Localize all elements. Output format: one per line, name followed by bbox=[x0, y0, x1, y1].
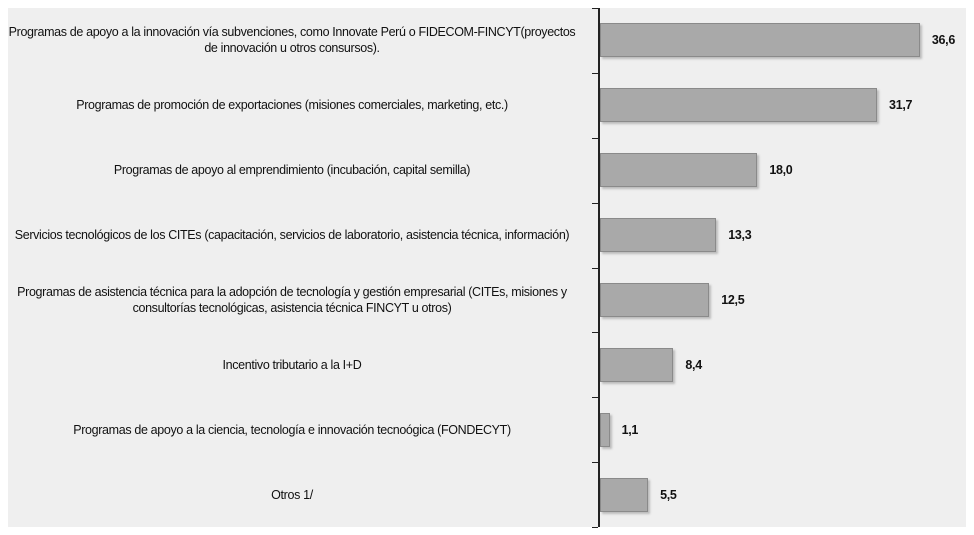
bar bbox=[600, 88, 878, 123]
bar bbox=[600, 23, 920, 58]
axis-tick bbox=[592, 202, 598, 204]
category-label: Servicios tecnológicos de los CITEs (cap… bbox=[14, 228, 570, 243]
axis-tick bbox=[592, 332, 598, 334]
category-label: Programas de promoción de exportaciones … bbox=[76, 98, 508, 113]
axis-tick bbox=[592, 397, 598, 399]
category-label: Programas de apoyo a la innovación vía s… bbox=[8, 25, 576, 56]
category-label: Programas de apoyo a la ciencia, tecnolo… bbox=[73, 422, 511, 437]
axis-tick bbox=[592, 8, 598, 9]
axis-tick bbox=[592, 72, 598, 74]
axis-tick bbox=[592, 462, 598, 464]
value-label: 31,7 bbox=[889, 98, 913, 113]
category-label: Programas de apoyo al emprendimiento (in… bbox=[113, 163, 471, 178]
value-label: 12,5 bbox=[721, 292, 745, 307]
bar bbox=[600, 347, 674, 382]
category-label: Incentivo tributario a la I+D bbox=[222, 357, 362, 372]
bar bbox=[600, 282, 710, 317]
bar bbox=[600, 153, 758, 188]
category-label: Otros 1/ bbox=[271, 487, 313, 502]
bar bbox=[600, 412, 610, 447]
value-label: 1,1 bbox=[621, 422, 639, 437]
axis-tick bbox=[592, 267, 598, 269]
chart: Programas de apoyo a la innovación vía s… bbox=[8, 8, 966, 528]
value-label: 36,6 bbox=[931, 33, 956, 48]
bar bbox=[600, 218, 717, 253]
value-label: 8,4 bbox=[685, 357, 702, 372]
value-label: 5,5 bbox=[660, 487, 677, 502]
category-label: Programas de asistencia técnica para la … bbox=[17, 284, 567, 315]
value-label: 13,3 bbox=[728, 228, 752, 243]
bar bbox=[600, 477, 649, 512]
axis-tick bbox=[592, 527, 598, 528]
category-axis bbox=[598, 8, 600, 527]
axis-tick bbox=[592, 137, 598, 139]
value-label: 18,0 bbox=[769, 163, 793, 178]
